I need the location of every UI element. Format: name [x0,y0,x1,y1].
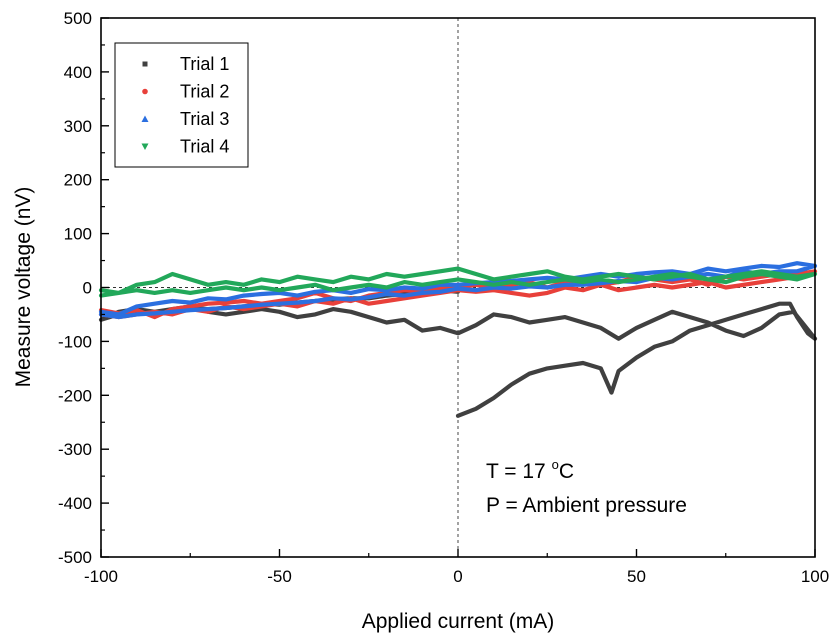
x-tick-label: -100 [84,567,118,586]
legend-marker-trial-1 [142,61,148,67]
y-tick-label: 200 [64,171,92,190]
y-tick-label: -100 [58,332,92,351]
legend-label-trial-1: Trial 1 [180,54,229,74]
y-tick-label: 500 [64,9,92,28]
x-tick-label: -50 [267,567,292,586]
legend-marker-trial-3 [141,115,149,122]
y-tick-label: -300 [58,440,92,459]
x-tick-label: 50 [627,567,646,586]
x-axis: -100 -50 0 50 100 [84,549,829,586]
legend-box [114,42,249,168]
legend: Trial 1 Trial 2 Trial 3 Trial 4 [114,42,249,168]
annotation-temperature: T = 17 oC [486,457,574,483]
x-axis-title: Applied current (mA) [362,610,555,633]
legend-marker-trial-2 [142,88,148,95]
legend-label-trial-4: Trial 4 [180,137,229,157]
y-tick-label: -200 [58,386,92,405]
y-tick-label: 0 [83,279,92,298]
y-axis: -500 -400 -300 -200 -100 0 100 200 300 400 500 [58,9,109,567]
x-tick-label: 100 [801,567,829,586]
legend-label-trial-2: Trial 2 [180,82,229,102]
legend-label-trial-3: Trial 3 [180,109,229,129]
annotation: T = 17 oC P = Ambient pressure [486,457,687,517]
y-tick-label: 300 [64,117,92,136]
y-tick-label: 400 [64,63,92,82]
y-tick-label: 100 [64,225,92,244]
x-tick-label: 0 [453,567,462,586]
y-tick-label: -500 [58,548,92,567]
y-tick-label: -400 [58,494,92,513]
legend-marker-trial-4 [141,143,149,150]
annotation-pressure: P = Ambient pressure [486,494,687,517]
y-axis-title: Measure voltage (nV) [12,187,35,388]
